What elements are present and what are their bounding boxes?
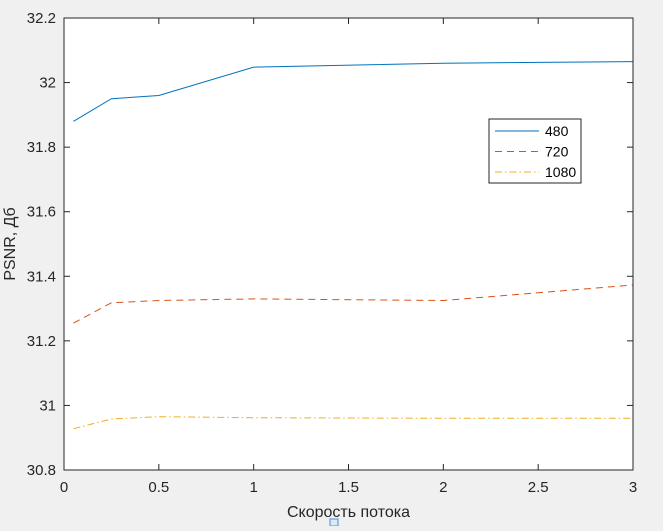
legend-label-1080: 1080 (545, 164, 576, 180)
series-line-480 (73, 61, 634, 122)
y-tick-label: 32 (39, 75, 56, 92)
x-tick-label: 2.5 (528, 479, 549, 496)
x-tick-label: 2 (439, 479, 447, 496)
y-tick-label: 31.8 (27, 139, 56, 156)
ticks-layer: 0 0.5 1 1.5 2 2.5 3 30.8 31 31.2 31.4 31.6 31.8 32 32.… (27, 10, 637, 496)
x-tick-label: 0.5 (148, 479, 169, 496)
series-line-720 (73, 284, 634, 324)
y-tick-label: 31 (39, 397, 56, 414)
legend-label-720: 720 (545, 144, 569, 160)
x-axis-label: Скорость потока (287, 504, 410, 521)
y-tick-label: 30.8 (27, 462, 56, 479)
y-tick-label: 31.4 (27, 268, 56, 285)
y-tick-label: 31.2 (27, 333, 56, 350)
y-tick-label: 32.2 (27, 10, 56, 27)
resize-handle[interactable] (329, 518, 339, 527)
x-tick-label: 0 (60, 479, 68, 496)
legend-label-480: 480 (545, 123, 569, 139)
series-layer (73, 61, 634, 430)
y-axis-label: PSNR, Дб (2, 207, 19, 280)
y-tick-label: 31.6 (27, 204, 56, 221)
axes-background (64, 18, 633, 470)
series-line-1080 (73, 416, 633, 430)
x-tick-label: 1.5 (338, 479, 359, 496)
x-tick-label: 1 (249, 479, 257, 496)
legend: 480 720 1080 (488, 118, 582, 184)
x-tick-label: 3 (629, 479, 637, 496)
